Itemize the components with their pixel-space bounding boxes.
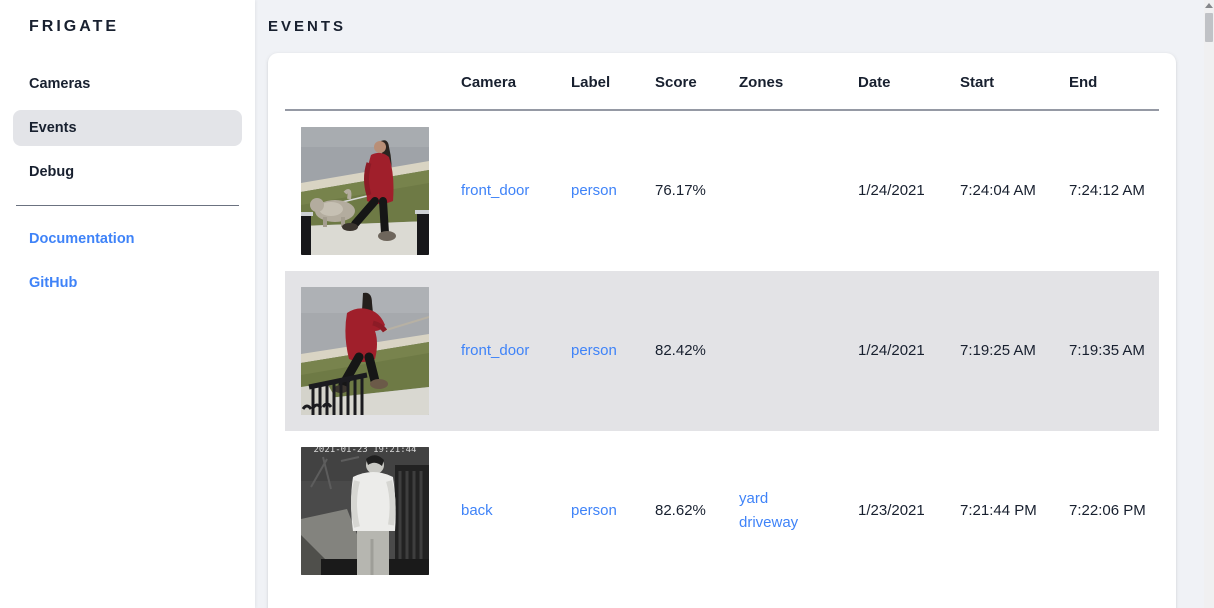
table-row[interactable]: front_door person 76.17% 1/24/2021 7:24:… [285, 110, 1159, 271]
header-end: End [1053, 70, 1159, 111]
sidebar-item-events[interactable]: Events [13, 110, 242, 146]
sidebar-item-github[interactable]: GitHub [29, 275, 78, 291]
sidebar-divider [16, 205, 239, 206]
table-row[interactable]: front_door person 82.42% 1/24/2021 7:19:… [285, 271, 1159, 431]
page-title: EVENTS [268, 18, 347, 35]
end-value: 7:22:06 PM [1069, 502, 1146, 519]
score-value: 82.42% [655, 342, 706, 359]
sidebar-nav: Cameras Events Debug Documentation GitHu… [13, 66, 242, 309]
scrollbar-thumb[interactable] [1205, 13, 1213, 42]
zones-cell [723, 110, 842, 271]
label-link[interactable]: person [571, 342, 617, 359]
sidebar-item-debug[interactable]: Debug [29, 164, 75, 180]
events-card: Camera Label Score Zones Date Start End [268, 53, 1176, 608]
scroll-up-arrow-icon[interactable] [1205, 3, 1213, 8]
zone-link[interactable]: yard [739, 490, 769, 507]
camera-link[interactable]: back [461, 502, 493, 519]
sidebar-item-documentation[interactable]: Documentation [29, 231, 135, 247]
event-thumbnail[interactable]: 2021-01-23 19:21:44 [301, 447, 429, 575]
end-value: 7:19:35 AM [1069, 342, 1145, 359]
header-zones: Zones [723, 70, 842, 111]
events-table: Camera Label Score Zones Date Start End [285, 70, 1159, 591]
start-value: 7:24:04 AM [960, 182, 1036, 199]
date-value: 1/23/2021 [858, 502, 925, 519]
zone-link[interactable]: driveway [739, 514, 799, 531]
score-value: 76.17% [655, 182, 706, 199]
end-value: 7:24:12 AM [1069, 182, 1145, 199]
event-thumbnail[interactable] [301, 127, 429, 255]
main-content: EVENTS Camera Label Score Zones Date Sta… [255, 0, 1214, 608]
zones-cell [723, 271, 842, 431]
date-value: 1/24/2021 [858, 182, 925, 199]
sidebar-item-cameras[interactable]: Cameras [29, 76, 91, 92]
start-value: 7:21:44 PM [960, 502, 1037, 519]
header-label: Label [555, 70, 639, 111]
app-title: FRIGATE [29, 18, 120, 35]
camera-link[interactable]: front_door [461, 182, 530, 199]
header-start: Start [944, 70, 1053, 111]
header-date: Date [842, 70, 944, 111]
start-value: 7:19:25 AM [960, 342, 1036, 359]
header-camera: Camera [445, 70, 555, 111]
event-thumbnail[interactable] [301, 287, 429, 415]
table-header-row: Camera Label Score Zones Date Start End [285, 70, 1159, 111]
page-scrollbar[interactable] [1204, 0, 1214, 608]
label-link[interactable]: person [571, 182, 617, 199]
label-link[interactable]: person [571, 502, 617, 519]
header-score: Score [639, 70, 723, 111]
table-row[interactable]: 2021-01-23 19:21:44 back person 82.62% y… [285, 431, 1159, 591]
sidebar: FRIGATE Cameras Events Debug Documentati… [0, 0, 255, 608]
score-value: 82.62% [655, 502, 706, 519]
thumbnail-timestamp-overlay: 2021-01-23 19:21:44 [314, 447, 417, 455]
camera-link[interactable]: front_door [461, 342, 530, 359]
date-value: 1/24/2021 [858, 342, 925, 359]
zones-cell: yard driveway [723, 431, 842, 591]
header-thumbnail [285, 70, 445, 111]
